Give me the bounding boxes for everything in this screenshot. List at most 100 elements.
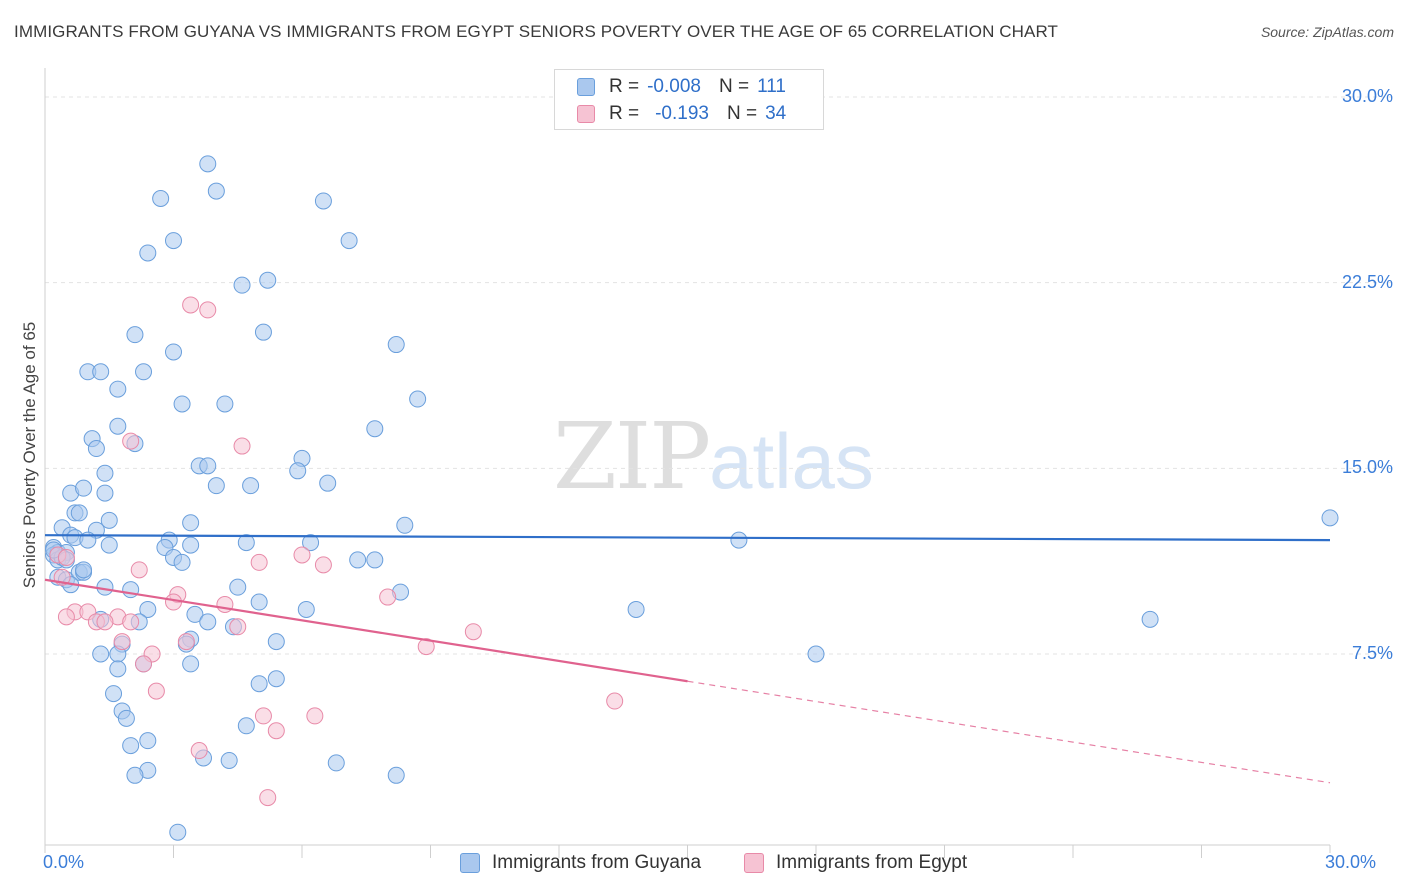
egypt-trend-line (44, 578, 688, 683)
guyana-point (152, 189, 170, 207)
guyana-trend-line (44, 534, 1331, 542)
guyana-point (96, 484, 114, 502)
guyana-point (1321, 509, 1339, 527)
guyana-point (267, 633, 285, 651)
egypt-point (199, 301, 217, 319)
egypt-point (417, 638, 435, 656)
egypt-point (57, 608, 75, 626)
legend-swatch-egypt (744, 853, 764, 873)
guyana-point (92, 363, 110, 381)
egypt-point (314, 556, 332, 574)
egypt-point (96, 613, 114, 631)
guyana-point (297, 600, 315, 618)
guyana-point (92, 645, 110, 663)
guyana-point (340, 232, 358, 250)
stats-legend: R = -0.008 N = 111 R = -0.193 N = 34 (554, 69, 824, 130)
guyana-point (199, 155, 217, 173)
egypt-point (606, 692, 624, 710)
guyana-point (139, 732, 157, 750)
guyana-point (366, 551, 384, 569)
guyana-point (237, 534, 255, 552)
egypt-point (122, 432, 140, 450)
guyana-point (250, 593, 268, 611)
guyana-point (314, 192, 332, 210)
guyana-point (109, 660, 127, 678)
legend-item-egypt[interactable]: Immigrants from Egypt (744, 852, 967, 874)
n-value: 34 (765, 103, 787, 124)
stats-row-guyana: R = -0.008 N = 111 (577, 74, 786, 100)
guyana-point (135, 363, 153, 381)
guyana-point (807, 645, 825, 663)
guyana-point (75, 479, 93, 497)
watermark-zip: ZIP (553, 403, 711, 510)
y-tick-label: 7.5% (1351, 643, 1393, 663)
guyana-point (207, 182, 225, 200)
legend-label-guyana: Immigrants from Guyana (492, 852, 702, 873)
egypt-swatch (577, 105, 595, 123)
r-label: R = (609, 103, 640, 124)
egypt-point (229, 618, 247, 636)
guyana-point (126, 326, 144, 344)
guyana-point (182, 536, 200, 554)
guyana-point (199, 457, 217, 475)
guyana-point (186, 605, 204, 623)
guyana-point (169, 823, 187, 841)
y-tick-label: 30.0% (1341, 86, 1393, 106)
guyana-point (254, 323, 272, 341)
guyana-point (139, 600, 157, 618)
egypt-point (254, 707, 272, 725)
guyana-point (165, 232, 182, 250)
egypt-point (130, 561, 148, 579)
guyana-point (327, 754, 345, 772)
legend-label-egypt: Immigrants from Egypt (776, 852, 968, 873)
guyana-point (237, 717, 255, 735)
legend-item-guyana[interactable]: Immigrants from Guyana (460, 852, 701, 874)
guyana-point (109, 380, 127, 398)
guyana-point (75, 561, 93, 579)
egypt-point (182, 296, 200, 314)
guyana-point (233, 276, 251, 294)
egypt-point (190, 742, 208, 760)
guyana-point (199, 613, 217, 631)
egypt-point (464, 623, 482, 641)
guyana-point (207, 477, 225, 495)
guyana-point (627, 600, 645, 618)
egypt-point (233, 437, 251, 455)
r-value: -0.193 (655, 103, 709, 124)
guyana-point (259, 271, 277, 289)
egypt-point (293, 546, 311, 564)
guyana-point (250, 675, 268, 693)
r-value: -0.008 (647, 76, 701, 97)
guyana-point (242, 477, 260, 495)
guyana-point (387, 766, 405, 784)
x-tick-label: 0.0% (43, 852, 85, 872)
guyana-point (109, 417, 127, 435)
egypt-point (177, 633, 195, 651)
guyana-point (117, 709, 135, 727)
guyana-point (387, 336, 405, 354)
egypt-point (122, 613, 140, 631)
guyana-point (730, 531, 748, 549)
egypt-point (250, 553, 268, 571)
guyana-point (182, 655, 200, 673)
n-label: N = (726, 103, 758, 124)
egypt-point (147, 682, 165, 700)
stats-row-egypt: R = -0.193 N = 34 (577, 101, 786, 127)
guyana-point (96, 464, 114, 482)
guyana-point (1141, 610, 1159, 628)
guyana-point (105, 685, 123, 703)
watermark: ZIPatlas (553, 403, 874, 510)
r-label: R = (609, 76, 640, 97)
n-label: N = (718, 76, 750, 97)
guyana-point (289, 462, 307, 480)
guyana-point (96, 578, 114, 596)
y-tick-label: 22.5% (1341, 271, 1393, 292)
guyana-point (366, 420, 384, 438)
egypt-trend-extension (687, 680, 1331, 784)
guyana-point (100, 536, 118, 554)
guyana-point (87, 440, 105, 458)
guyana-point (182, 514, 200, 532)
chart-title: IMMIGRANTS FROM GUYANA VS IMMIGRANTS FRO… (14, 22, 1059, 41)
guyana-point (216, 395, 234, 413)
x-tick-label: 30.0% (1325, 852, 1377, 872)
